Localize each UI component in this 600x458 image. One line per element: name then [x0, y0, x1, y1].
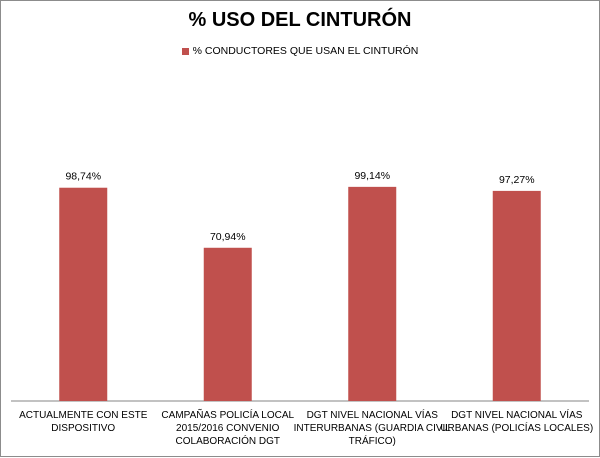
data-label: 98,74% [65, 171, 101, 183]
chart-legend: % CONDUCTORES QUE USAN EL CINTURÓN [1, 45, 599, 57]
bar [59, 187, 108, 401]
category-label: ACTUALMENTE CON ESTE DISPOSITIVO [19, 410, 148, 434]
category-label: CAMPAÑAS POLICÍA LOCAL 2015/2016 CONVENIO… [161, 408, 294, 447]
data-label: 97,27% [499, 174, 535, 186]
bar [348, 186, 397, 401]
category-label: DGT NIVEL NACIONAL VÍAS INTERURBANAS (GUA… [294, 408, 452, 447]
category-label: DGT NIVEL NACIONAL VÍAS URBANAS (POLICÍAS… [440, 408, 593, 434]
legend-label: % CONDUCTORES QUE USAN EL CINTURÓN [192, 45, 419, 57]
data-label: 99,14% [354, 170, 390, 182]
bar [203, 247, 252, 401]
data-label: 70,94% [210, 231, 246, 243]
legend-swatch [181, 47, 189, 55]
chart-title: % USO DEL CINTURÓN [188, 9, 412, 31]
bar [492, 190, 541, 401]
